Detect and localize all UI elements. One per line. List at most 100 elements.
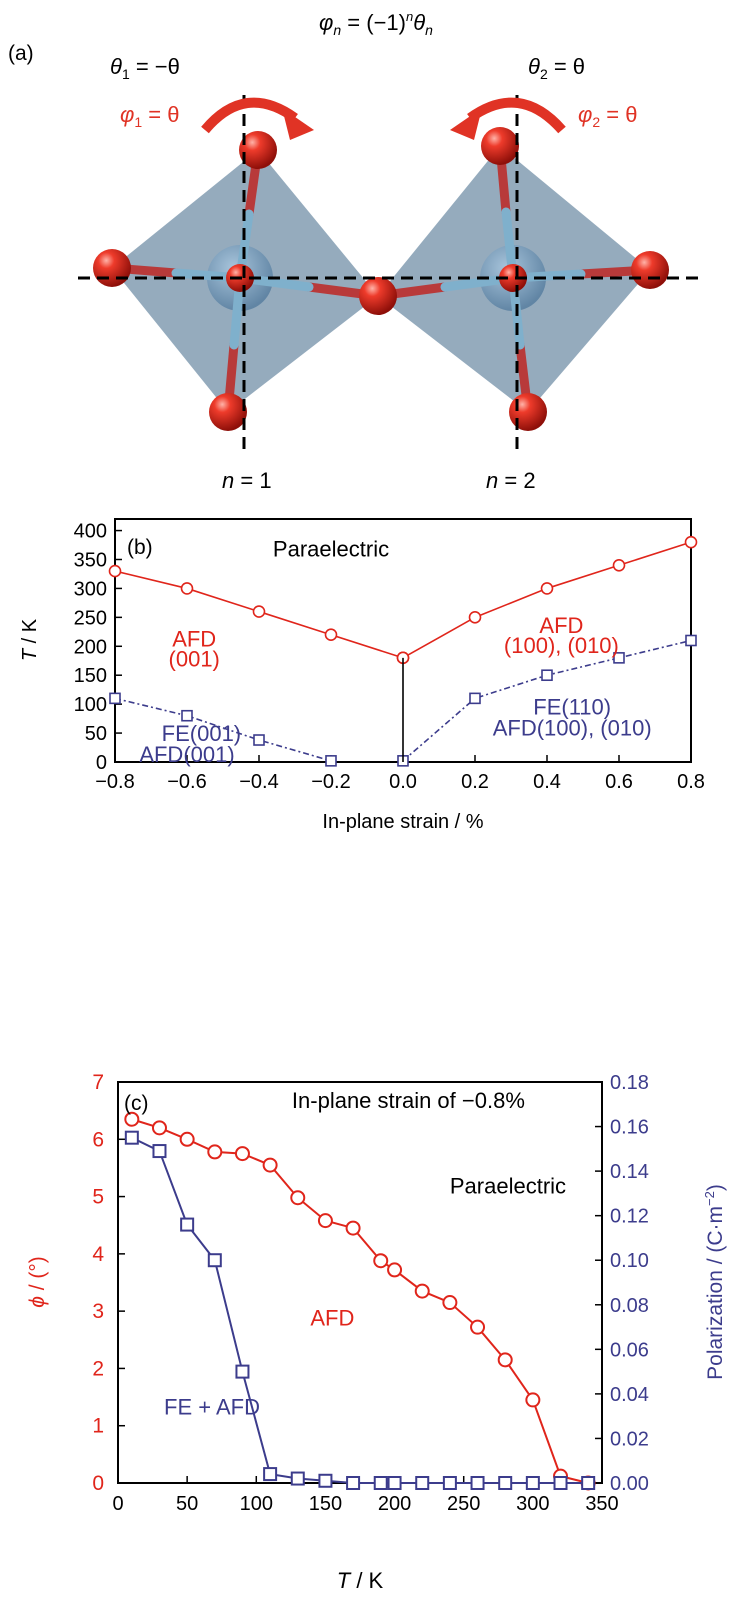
- data-point: [442, 1295, 458, 1311]
- annotation-label: AFD: [310, 1305, 354, 1330]
- annotation-label: (001): [169, 647, 220, 672]
- y-tick-label: 100: [74, 694, 107, 716]
- oxygen-atom: [239, 131, 277, 169]
- y-tick-label: 0.08: [610, 1295, 649, 1317]
- y-tick-label: 0.14: [610, 1161, 649, 1183]
- rotation-arrow-clockwise-head: [282, 108, 314, 140]
- y-tick-label: 0: [96, 752, 107, 774]
- n1-label: n = 1: [222, 468, 272, 493]
- y-tick-label: 4: [92, 1243, 104, 1266]
- data-point: [263, 1467, 278, 1482]
- data-point: [415, 1476, 430, 1490]
- right-y-axis-ticks: 0.00 0.02 0.04 0.06 0.08 0.10 0.12 0.14 0.16 0.18: [595, 1072, 649, 1495]
- series-group: [124, 1111, 596, 1491]
- x-tick-label: −0.6: [167, 771, 206, 793]
- y-tick-label: 50: [85, 723, 107, 745]
- x-tick-label: 0.4: [533, 771, 561, 793]
- x-axis-label: T / K: [337, 1568, 384, 1593]
- data-point: [387, 1476, 402, 1490]
- oxygen-atom: [509, 393, 547, 431]
- panel-a: (a) φn = (−1)nθn θ1 = −θ φ1 = θ θ2 = θ φ…: [8, 9, 700, 493]
- y-tick-label: 150: [74, 665, 107, 687]
- x-tick-label: 150: [309, 1493, 342, 1515]
- y-tick-label: 300: [74, 578, 107, 600]
- annotation-label: Paraelectric: [450, 1174, 566, 1199]
- y-tick-label: 0.16: [610, 1117, 649, 1139]
- data-point: [151, 1120, 167, 1136]
- data-point: [345, 1220, 361, 1236]
- annotation-label: AFD: [539, 613, 583, 638]
- oxygen-atom: [499, 264, 527, 292]
- y-tick-label: 0.04: [610, 1384, 649, 1406]
- phase-formula: φn = (−1)nθn: [319, 9, 433, 38]
- rotation-arrow-clockwise: [201, 97, 298, 134]
- oxygen-atom: [209, 393, 247, 431]
- data-point: [181, 709, 193, 722]
- annotation-label: FE(110): [533, 695, 611, 720]
- y-tick-label: 6: [92, 1128, 104, 1151]
- data-point: [252, 605, 266, 618]
- x-tick-label: 0.0: [389, 771, 417, 793]
- x-tick-label: 200: [378, 1493, 411, 1515]
- oxygen-atom: [631, 251, 669, 289]
- left-phi-label: φ1 = θ: [120, 102, 179, 130]
- annotation-label: AFD: [172, 626, 216, 651]
- data-point: [685, 634, 697, 647]
- annotation-label: AFD(100), (010): [493, 715, 652, 740]
- x-tick-label: −0.2: [311, 771, 350, 793]
- data-point: [235, 1364, 250, 1379]
- data-point: [541, 669, 553, 682]
- y-tick-label: 0.06: [610, 1339, 649, 1361]
- data-point: [124, 1111, 140, 1127]
- y-tick-label: 250: [74, 607, 107, 629]
- annotation-label: In-plane strain of −0.8%: [292, 1088, 525, 1113]
- y-tick-label: 1: [92, 1415, 104, 1438]
- x-tick-label: −0.4: [239, 771, 278, 793]
- annotation-label: Paraelectric: [273, 537, 389, 562]
- oxygen-atom: [481, 127, 519, 165]
- y-tick-label: 2: [92, 1357, 104, 1380]
- left-theta-label: θ1 = −θ: [110, 54, 180, 82]
- x-tick-label: 50: [176, 1493, 198, 1515]
- x-tick-label: 250: [447, 1493, 480, 1515]
- data-point: [109, 692, 121, 705]
- y-tick-label: 5: [92, 1186, 104, 1209]
- data-point: [498, 1476, 513, 1490]
- x-tick-label: 350: [585, 1493, 618, 1515]
- data-point: [324, 628, 338, 642]
- annotation-label: FE(001): [162, 721, 241, 746]
- data-point: [253, 734, 265, 746]
- y-tick-label: 3: [92, 1300, 104, 1323]
- data-point: [325, 755, 337, 767]
- data-point: [684, 535, 698, 549]
- data-point: [262, 1157, 278, 1173]
- data-point: [290, 1471, 305, 1486]
- y-tick-label: 0.02: [610, 1428, 649, 1450]
- annotation-label: AFD(001): [139, 742, 234, 767]
- data-point: [387, 1262, 403, 1278]
- x-tick-label: 0.8: [677, 771, 705, 793]
- data-point: [525, 1476, 540, 1490]
- x-axis-label: In-plane strain / %: [322, 811, 483, 833]
- y-tick-label: 0.18: [610, 1072, 649, 1094]
- left-y-axis-ticks: 0 1 2 3 4 5 6 7: [92, 1071, 125, 1495]
- y-tick-label: 350: [74, 550, 107, 572]
- x-tick-label: 0.2: [461, 771, 489, 793]
- series-group: [108, 535, 698, 767]
- panel-c-label: (c): [124, 1092, 149, 1115]
- data-point: [373, 1476, 388, 1490]
- series-line: [114, 697, 332, 762]
- n2-label: n = 2: [486, 468, 536, 493]
- phase-diagram-chart: −0.8 −0.6 −0.4 −0.2 0.0 0.2 0.4 0.6 0.8 0 50 100 15…: [19, 518, 705, 833]
- x-tick-label: −0.8: [95, 771, 134, 793]
- data-point: [373, 1253, 389, 1269]
- data-point: [540, 582, 554, 595]
- x-axis-ticks: 0 50 100 150 200 250 300 350: [112, 1476, 619, 1515]
- data-point: [234, 1146, 250, 1162]
- data-point: [318, 1473, 333, 1488]
- data-point: [207, 1253, 222, 1268]
- rotation-arrow-counterclockwise-head: [450, 108, 482, 140]
- data-point: [108, 564, 122, 578]
